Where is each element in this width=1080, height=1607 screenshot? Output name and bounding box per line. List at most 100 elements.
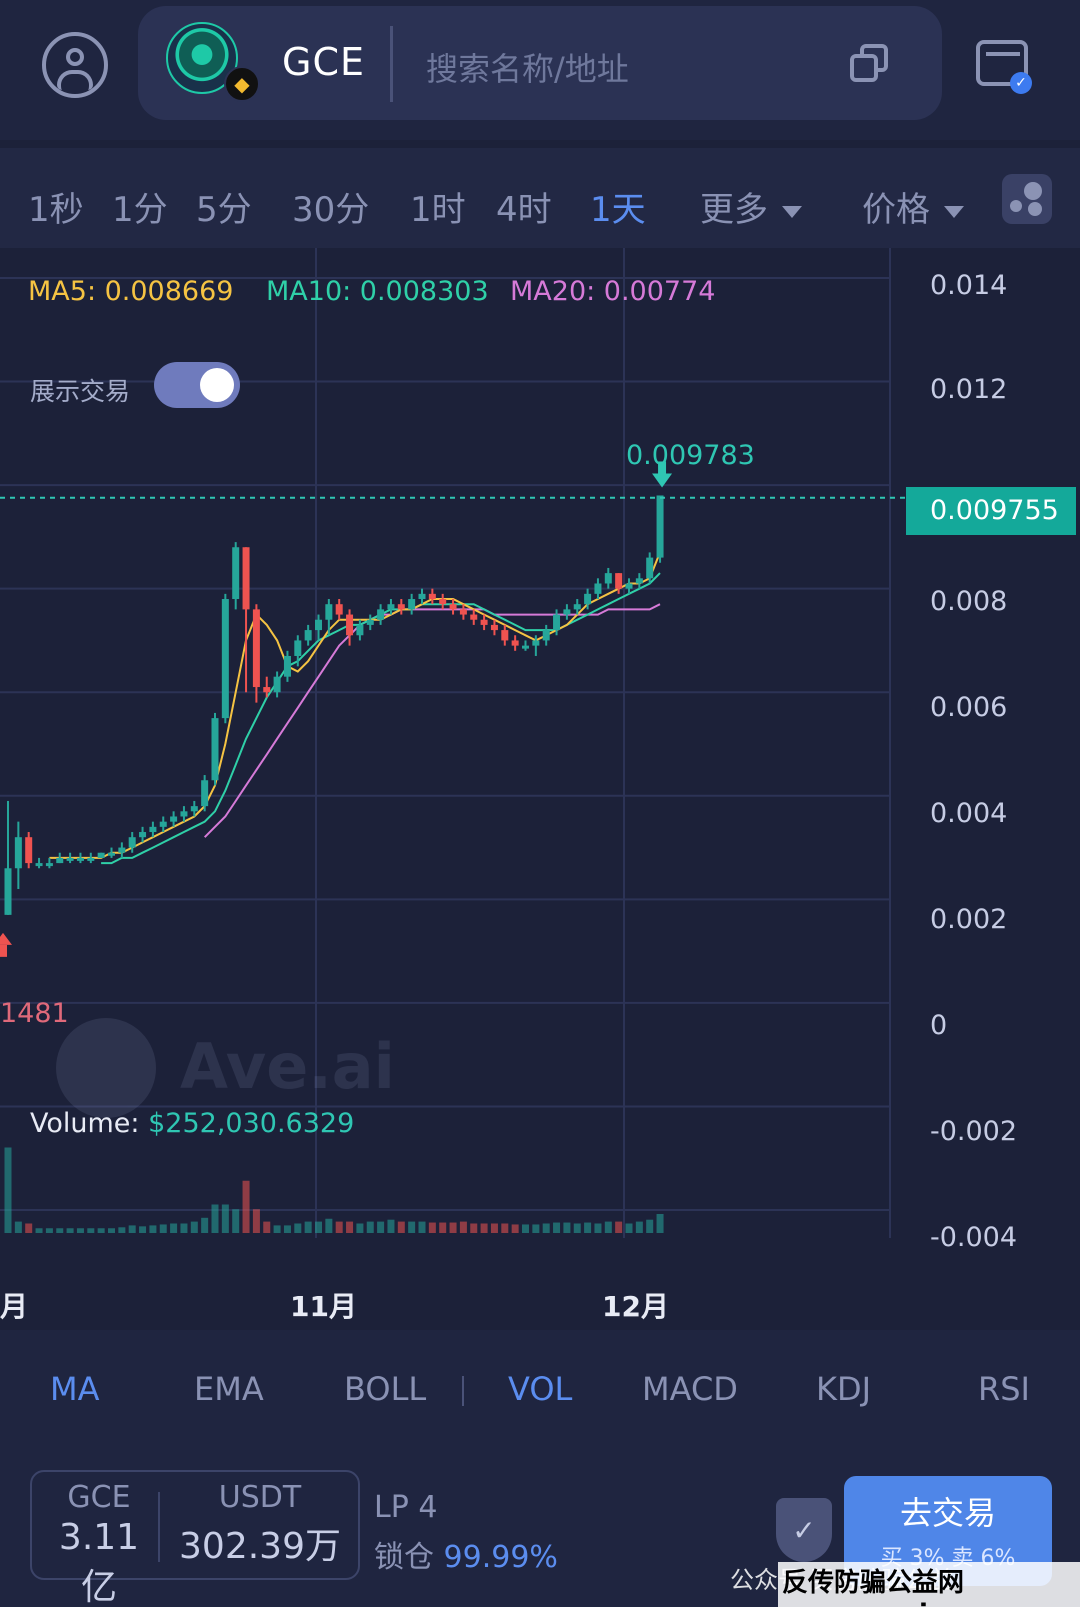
candle-body <box>4 868 12 915</box>
volume-bar <box>615 1221 623 1233</box>
candle-body <box>625 583 633 589</box>
candle-body <box>232 547 240 600</box>
volume-bar <box>66 1228 74 1233</box>
candle-body <box>242 547 250 610</box>
tab-boll[interactable]: BOLL <box>344 1370 427 1408</box>
volume-bar <box>159 1224 167 1233</box>
volume-bar <box>221 1204 229 1233</box>
y-tick-label: 0.012 <box>930 374 1008 405</box>
interval-bar: 1秒 1分 5分 30分 1时 4时 1天 更多 价格 <box>0 148 1080 248</box>
volume-bar <box>128 1225 136 1233</box>
volume-bar <box>14 1221 22 1233</box>
interval-5m[interactable]: 5分 <box>196 190 252 230</box>
candle-body <box>283 655 291 677</box>
volume-bar <box>273 1225 281 1233</box>
copy-icon[interactable] <box>850 44 890 84</box>
candle-body <box>356 624 364 636</box>
tab-ma[interactable]: MA <box>50 1370 100 1408</box>
candle-body <box>584 593 592 605</box>
candle-body <box>180 811 188 817</box>
volume-bar <box>408 1221 416 1233</box>
candle-body <box>128 837 136 848</box>
candle-body <box>377 609 385 620</box>
user-avatar-icon[interactable] <box>42 32 108 98</box>
volume-bar <box>470 1223 478 1233</box>
search-divider <box>390 26 393 102</box>
tab-kdj[interactable]: KDJ <box>816 1370 872 1408</box>
candle-body <box>542 630 550 641</box>
volume-bar <box>563 1222 571 1233</box>
interval-1m[interactable]: 1分 <box>112 190 168 230</box>
interval-1d[interactable]: 1天 <box>590 190 646 230</box>
volume-bar <box>356 1223 364 1233</box>
ma20-legend: MA20: 0.00774 <box>510 276 716 307</box>
shield-check-icon[interactable]: ✓ <box>776 1498 832 1562</box>
high-price-label: 0.009783 <box>626 440 755 471</box>
token-symbol: GCE <box>282 40 365 84</box>
candle-body <box>263 687 271 693</box>
candle-body <box>139 832 147 838</box>
volume-bar <box>315 1221 322 1233</box>
volume-bar <box>346 1221 354 1233</box>
tab-macd[interactable]: MACD <box>642 1370 738 1408</box>
show-trades-label: 展示交易 <box>30 377 131 406</box>
volume-bar <box>56 1228 64 1233</box>
site-watermark: 反传防骗公益网 www.wazi.cc <box>778 1562 1080 1607</box>
y-tick-label: -0.002 <box>930 1116 1018 1147</box>
trade-button-label: 去交易 <box>899 1494 996 1532</box>
candle-body <box>439 599 447 605</box>
chart-settings-icon[interactable] <box>1002 174 1052 224</box>
tab-vol[interactable]: VOL <box>508 1370 573 1408</box>
watermark-text: Ave.ai <box>180 1030 395 1103</box>
volume-bar <box>366 1221 374 1233</box>
interval-4h[interactable]: 4时 <box>496 190 552 230</box>
candle-body <box>45 863 53 867</box>
volume-bar <box>594 1223 602 1233</box>
high-arrow-stem <box>658 461 667 476</box>
high-arrow-icon <box>652 473 673 488</box>
ma5-legend: MA5: 0.008669 <box>28 276 234 307</box>
interval-1h[interactable]: 1时 <box>410 190 466 230</box>
candle-body <box>449 604 457 610</box>
tab-divider <box>462 1376 464 1406</box>
candle-body <box>346 614 354 636</box>
show-trades-toggle[interactable] <box>154 362 240 408</box>
volume-bar <box>87 1228 95 1233</box>
y-tick-label: 0.014 <box>930 270 1008 301</box>
price-dropdown[interactable]: 价格 <box>862 182 964 231</box>
candle-body <box>294 640 302 656</box>
candle-body <box>315 619 322 631</box>
chart-area[interactable] <box>0 248 1080 1298</box>
volume-bar <box>625 1223 633 1233</box>
candle-body <box>563 609 571 615</box>
candle-body <box>490 624 498 631</box>
low-arrow-icon <box>0 932 12 945</box>
candle-body <box>532 640 540 646</box>
price-chart[interactable] <box>0 248 1080 1298</box>
candle-body <box>418 593 426 600</box>
volume-bar <box>108 1228 115 1233</box>
quote-symbol: USDT <box>218 1480 302 1515</box>
liquidity-box: GCE 3.11亿 USDT 302.39万 <box>30 1470 360 1607</box>
candle-body <box>397 604 405 610</box>
wallet-icon[interactable] <box>976 40 1028 86</box>
volume-title: Volume: <box>30 1108 140 1139</box>
more-dropdown[interactable]: 更多 <box>700 182 802 231</box>
tab-ema[interactable]: EMA <box>194 1370 264 1408</box>
interval-30m[interactable]: 30分 <box>292 190 370 230</box>
candle-body <box>190 806 198 812</box>
candle-body <box>304 630 312 641</box>
volume-bar <box>97 1228 105 1233</box>
top-header: ◆ GCE 搜索名称/地址 ✓ <box>0 0 1080 140</box>
tab-rsi[interactable]: RSI <box>978 1370 1030 1408</box>
liquidity-divider <box>158 1492 160 1562</box>
volume-bar <box>480 1223 488 1233</box>
interval-1s[interactable]: 1秒 <box>28 190 84 230</box>
candle-body <box>325 604 333 620</box>
ma20-line <box>203 603 661 838</box>
low-arrow-stem <box>0 944 7 957</box>
candle-body <box>615 573 623 589</box>
search-input[interactable]: 搜索名称/地址 <box>426 50 629 88</box>
search-bar[interactable]: ◆ GCE 搜索名称/地址 <box>138 6 942 120</box>
ma5-line <box>49 552 661 859</box>
